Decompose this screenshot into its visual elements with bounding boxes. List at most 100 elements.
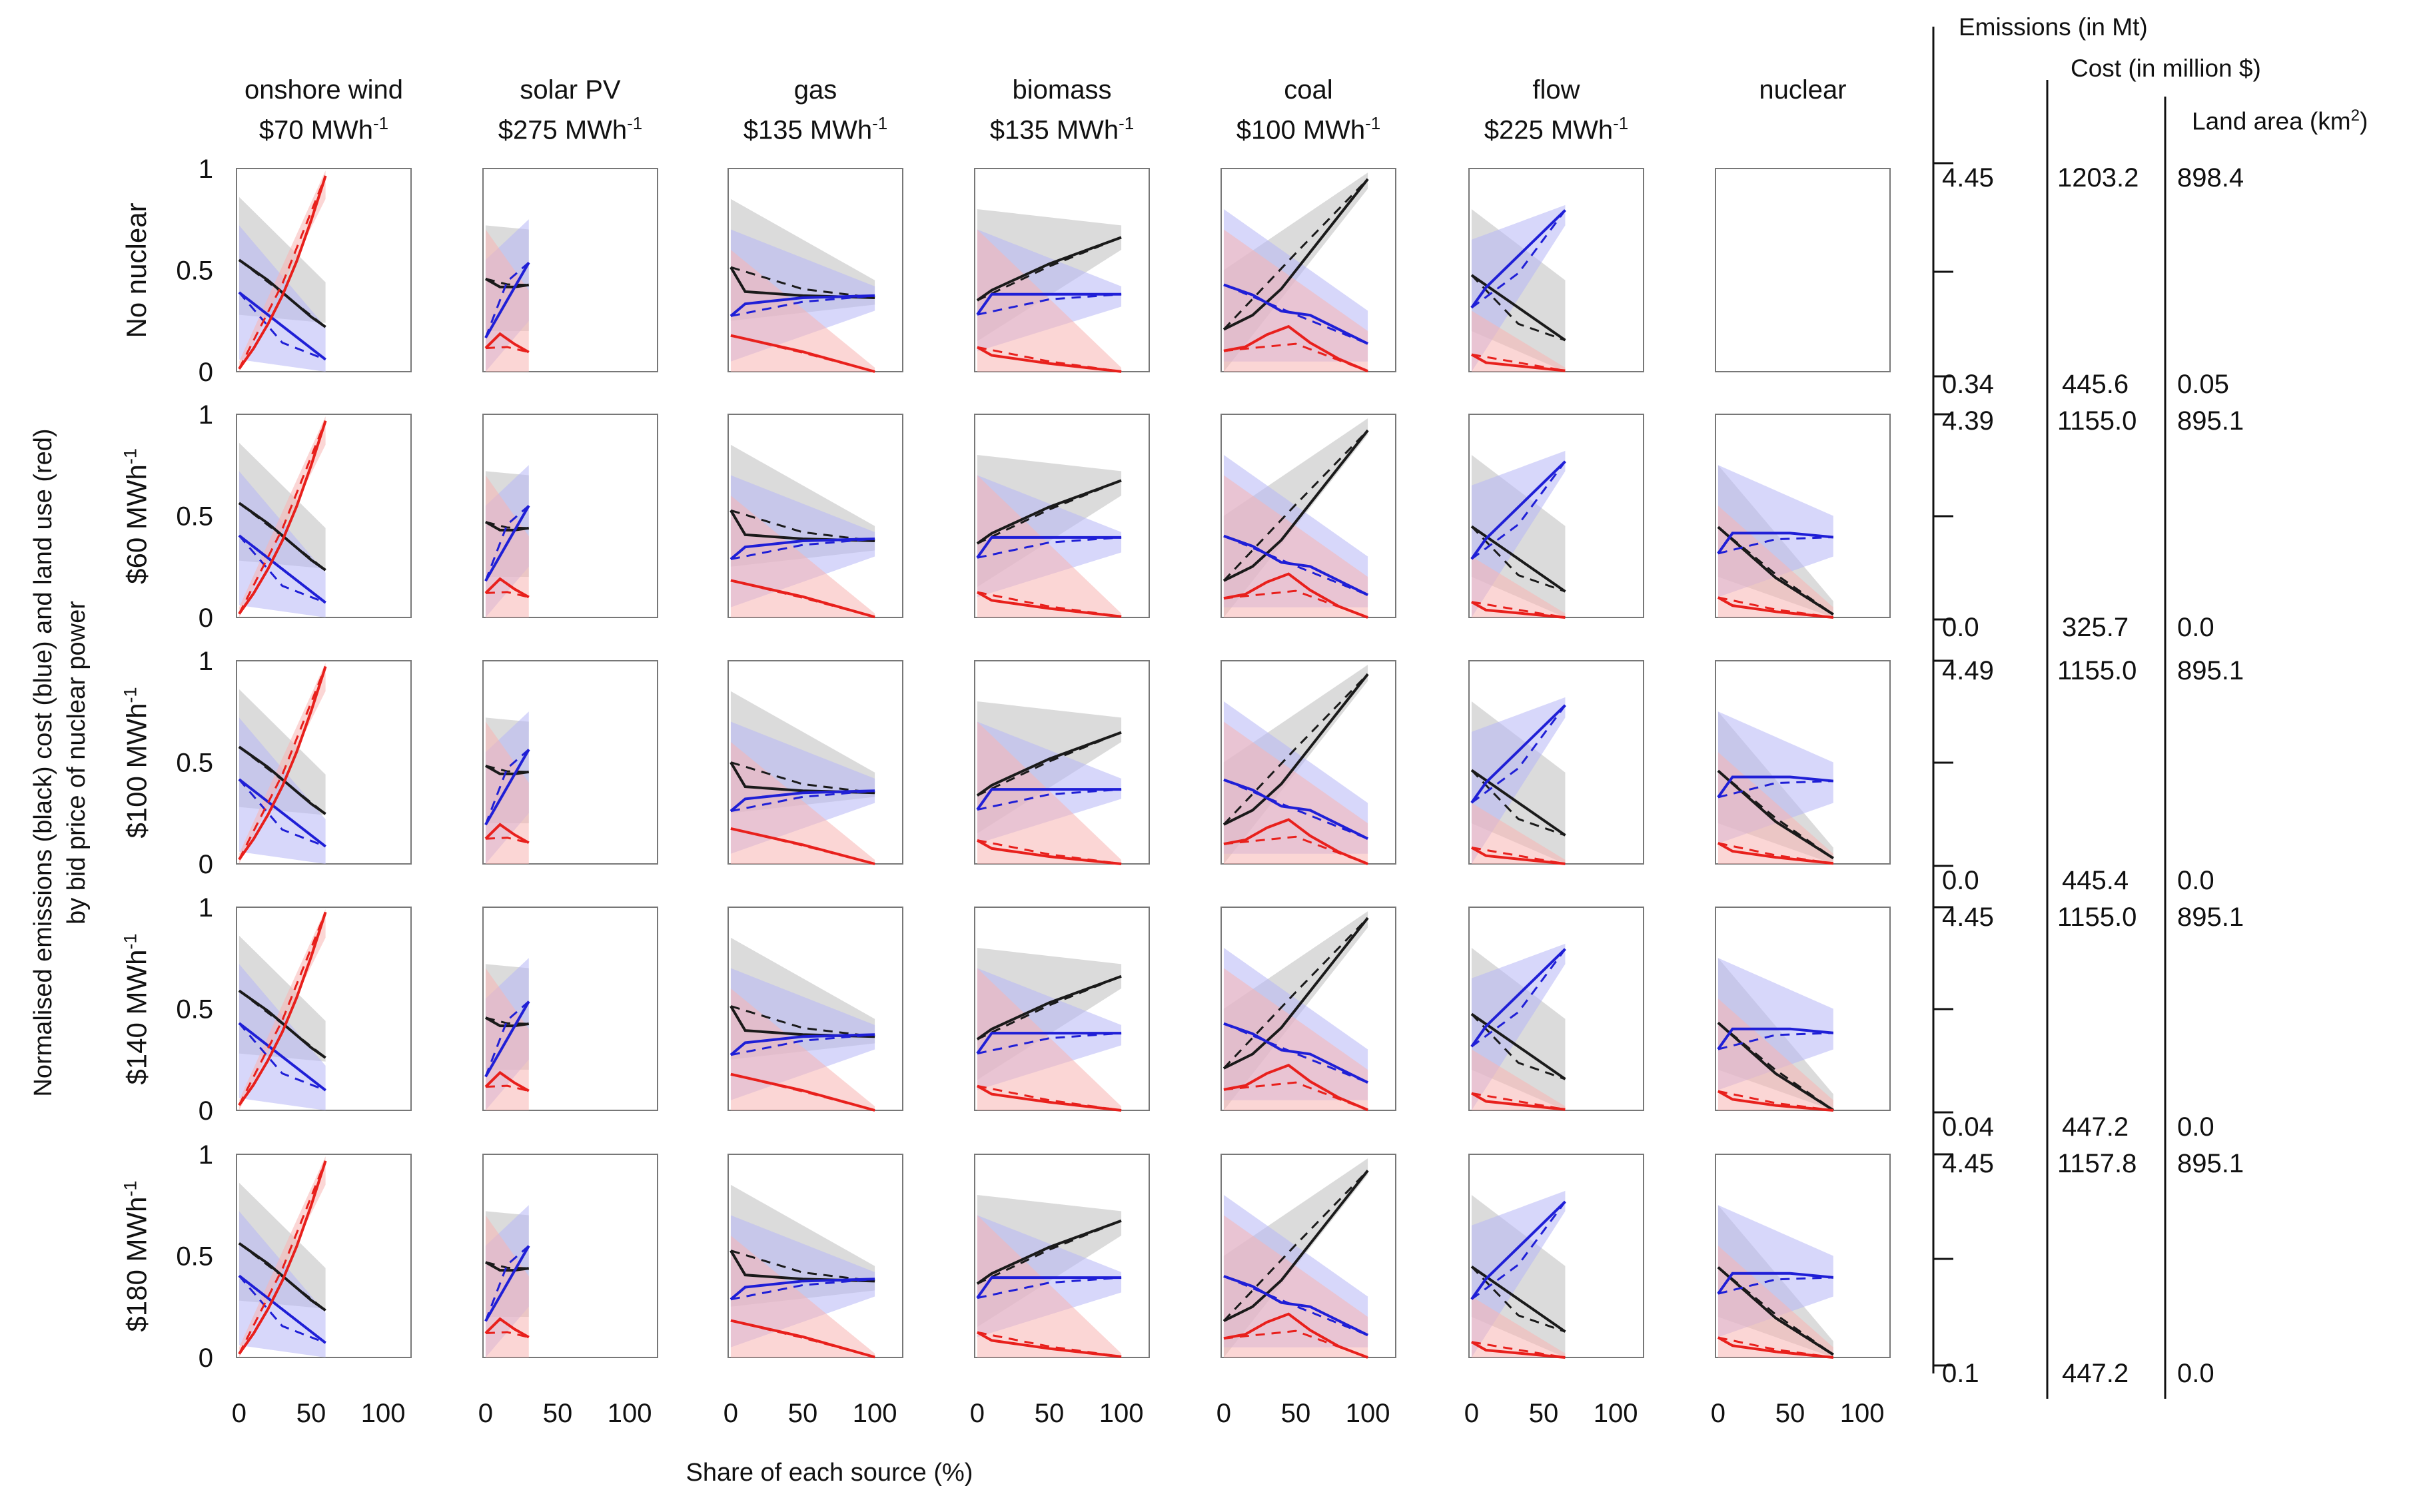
land-line [1470, 1092, 1566, 1111]
panel-r2-c2 [728, 660, 903, 865]
panel-r1-c2 [728, 414, 903, 619]
land-uncertainty-band [977, 1215, 1122, 1357]
panel-r2-c4 [1220, 660, 1396, 865]
cost-line [729, 1278, 875, 1301]
emissions-min: 0.0 [1942, 866, 1979, 895]
emissions-fit-line [1470, 1013, 1566, 1080]
land-min: 0.0 [2177, 866, 2214, 895]
column-name: onshore wind [244, 75, 403, 105]
column-price: $135 MWh-1 [702, 107, 929, 147]
land-line [976, 346, 1122, 373]
emissions-fit-line [730, 266, 875, 299]
emissions-fit-line [1470, 769, 1566, 837]
emissions-line [1223, 429, 1369, 582]
emissions-fit-line [1717, 1266, 1834, 1355]
land-fit-line [977, 346, 1122, 373]
cost-min: 447.2 [2062, 1112, 2129, 1142]
y-tick-label: 0 [199, 1096, 213, 1126]
cost-min: 447.2 [2062, 1359, 2129, 1388]
land-fit-line [977, 591, 1122, 618]
land-line [1717, 842, 1834, 865]
cost-max: 1157.8 [2057, 1149, 2137, 1178]
column-name: nuclear [1759, 75, 1847, 105]
land-max: 898.4 [2177, 163, 2244, 192]
land-fit-line [977, 1331, 1122, 1358]
land-line [238, 175, 327, 370]
y-tick-label: 1 [199, 400, 213, 430]
cost-fit-line [484, 749, 530, 825]
x-tick-label: 50 [1775, 1399, 1805, 1428]
land-line [484, 577, 530, 599]
x-tick-label: 50 [788, 1399, 818, 1428]
x-tick-label: 100 [1346, 1399, 1390, 1428]
land-uncertainty-band [730, 988, 875, 1110]
land-fit-line [485, 1084, 530, 1092]
cost-fit-line [1717, 780, 1833, 799]
y-tick-label: 0 [199, 850, 213, 879]
land-fit-line [1717, 842, 1834, 865]
emissions-min: 0.0 [1942, 613, 1979, 642]
emissions-fit-line [485, 765, 529, 773]
land-uncertainty-band [730, 1236, 875, 1357]
land-uncertainty-band [977, 229, 1122, 372]
column-header-3: biomass $135 MWh-1 [949, 73, 1175, 147]
cost-line [238, 1022, 326, 1092]
land-line [238, 1160, 327, 1355]
cost-line [1223, 778, 1368, 840]
panel-r2-c3 [974, 660, 1150, 865]
land-line [1717, 1090, 1834, 1112]
cost-fit-line [730, 1033, 875, 1056]
column-name: solar PV [520, 75, 621, 105]
column-header-0: onshore wind $70 MWh-1 [211, 73, 437, 147]
land-uncertainty-band [1223, 968, 1368, 1110]
emissions-min: 0.04 [1942, 1112, 1994, 1142]
emissions-max: 4.45 [1942, 903, 1994, 932]
land-uncertainty-band [1223, 721, 1368, 864]
cost-fit-line [1717, 1032, 1833, 1050]
land-line [976, 591, 1122, 618]
x-tick-label: 0 [1464, 1399, 1479, 1428]
land-max: 895.1 [2177, 1149, 2244, 1178]
column-price-text: $135 MWh [989, 115, 1119, 145]
land-uncertainty-band [1223, 475, 1368, 617]
land-fit-line [485, 837, 530, 844]
cost-line [1717, 1027, 1834, 1050]
column-price: $100 MWh-1 [1195, 107, 1422, 147]
land-fit-line [730, 1320, 875, 1358]
land-uncertainty-band [1471, 1296, 1566, 1357]
cost-fit-line [238, 1275, 326, 1344]
land-uncertainty-band [1471, 803, 1566, 864]
y-tick-label: 0.5 [176, 995, 213, 1024]
panel-r3-c0 [236, 907, 412, 1111]
land-max: 895.1 [2177, 903, 2244, 932]
emissions-fit-line [977, 1220, 1122, 1285]
emissions-fit-line [1717, 770, 1834, 859]
land-uncertainty-band [977, 721, 1122, 864]
cost-line [238, 291, 326, 361]
land-uncertainty-band [1717, 998, 1833, 1110]
y-tick-label: 0 [199, 358, 213, 387]
cost-line [1470, 1200, 1566, 1300]
land-line [1717, 1336, 1834, 1359]
panel-r3-c1 [482, 907, 658, 1111]
x-tick-label: 50 [1529, 1399, 1559, 1428]
cost-fit-line [1223, 535, 1368, 596]
side-panel-axes [1932, 27, 2167, 1399]
cost-line [238, 534, 326, 604]
cost-line [976, 536, 1122, 559]
column-price-sup: -1 [872, 113, 888, 133]
land-line [976, 1331, 1122, 1358]
land-min: 0.0 [2177, 1112, 2214, 1142]
land-line [238, 911, 327, 1106]
panel-r4-c1 [482, 1154, 658, 1358]
cost-line [1223, 283, 1368, 345]
column-price: $225 MWh-1 [1443, 107, 1670, 147]
emissions-line [1223, 917, 1369, 1070]
column-price: $135 MWh-1 [949, 107, 1175, 147]
cost-fit-line [730, 789, 875, 813]
row-label-text: $60 MWh [121, 464, 153, 584]
cost-line [1223, 1022, 1368, 1084]
panel-r4-c6 [1715, 1154, 1891, 1359]
cost-line [484, 262, 530, 339]
cost-fit-line [1717, 536, 1833, 555]
